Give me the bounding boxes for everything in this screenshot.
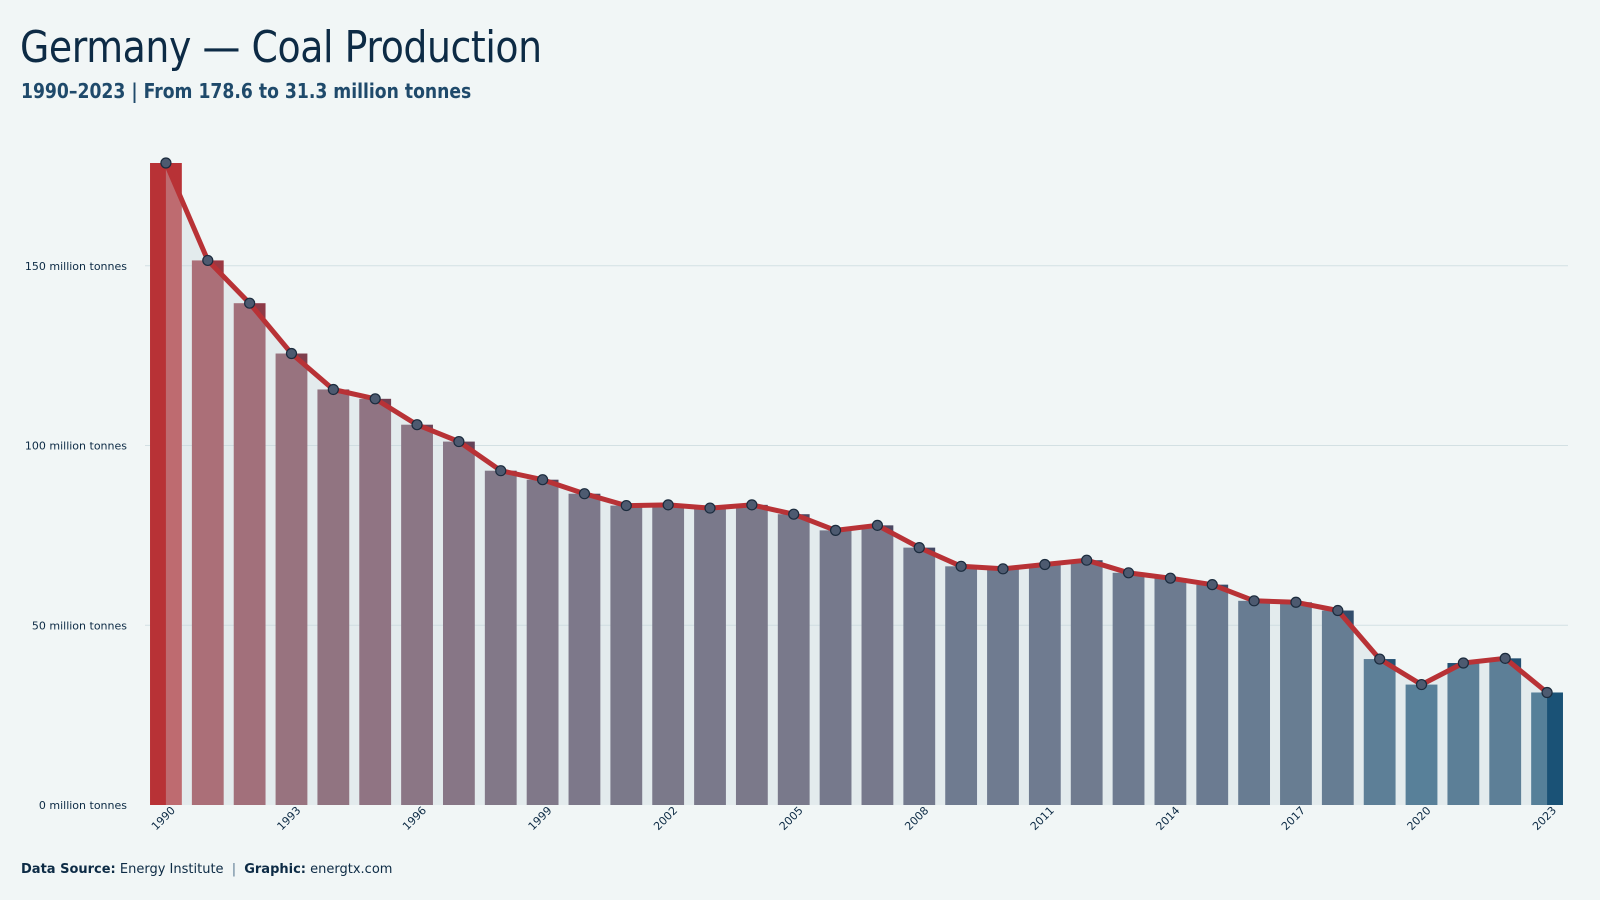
data-point <box>1039 558 1051 571</box>
bar <box>987 568 1019 805</box>
bar <box>1154 578 1187 805</box>
data-point <box>1290 596 1302 608</box>
bar <box>861 525 894 805</box>
data-point <box>1415 678 1428 691</box>
bars <box>150 163 1563 806</box>
x-tick-label: 2014 <box>1153 804 1182 833</box>
source-value: Energy Institute <box>119 862 224 877</box>
x-tick-label: 1999 <box>526 804 555 833</box>
bar <box>1280 602 1312 805</box>
data-point <box>620 499 632 512</box>
data-point <box>285 347 298 360</box>
data-point <box>1332 604 1344 617</box>
x-tick-label: 2011 <box>1028 804 1057 833</box>
bar <box>150 163 182 806</box>
x-tick-label: 2020 <box>1405 804 1434 833</box>
graphic-label: Graphic: <box>244 862 306 877</box>
bar <box>568 493 601 805</box>
x-axis-labels: 1990 1993 1996 1999 2002 2005 2008 2011 2014 2017… <box>149 804 1559 833</box>
data-point <box>537 474 549 486</box>
data-point <box>997 563 1009 575</box>
data-point <box>369 393 381 405</box>
chart-title: Germany — Coal Production <box>20 22 542 73</box>
data-point <box>453 435 465 448</box>
bar <box>442 441 475 805</box>
bar <box>191 260 224 805</box>
data-point <box>1457 657 1469 669</box>
y-tick-label: 0 million tonnes <box>39 799 127 812</box>
data-point <box>1081 554 1093 566</box>
x-tick-label: 1996 <box>400 804 429 833</box>
bar <box>1238 600 1271 805</box>
markers <box>160 157 1553 699</box>
data-point <box>746 499 758 511</box>
data-point <box>829 524 842 536</box>
chart-subtitle: 1990–2023 | From 178.6 to 31.3 million t… <box>21 79 472 103</box>
bar <box>945 566 978 805</box>
data-point <box>788 508 800 520</box>
bar <box>317 389 350 805</box>
bar <box>610 505 643 805</box>
bar <box>484 470 517 805</box>
data-point <box>1164 572 1176 584</box>
data-point <box>411 419 423 431</box>
bar <box>1489 658 1522 805</box>
source-label: Data Source: <box>21 862 116 877</box>
x-tick-label: 2017 <box>1279 804 1308 833</box>
bar <box>777 514 810 805</box>
bar <box>1321 610 1354 805</box>
bar <box>275 353 308 805</box>
data-point <box>160 157 172 169</box>
data-point <box>244 297 256 309</box>
data-point <box>913 542 925 554</box>
area-fill <box>165 163 1548 805</box>
data-point <box>1499 652 1511 664</box>
bar <box>735 504 768 805</box>
bar <box>1447 663 1480 805</box>
y-tick-label: 100 million tonnes <box>25 440 127 453</box>
x-tick-label: 2002 <box>651 804 680 833</box>
bar <box>233 303 266 805</box>
y-tick-label: 150 million tonnes <box>25 260 127 273</box>
data-point <box>327 383 339 396</box>
data-point <box>1122 567 1135 579</box>
data-point <box>1206 579 1218 591</box>
x-tick-label: 2008 <box>902 804 931 833</box>
data-point <box>495 465 507 477</box>
footer-separator: | <box>231 862 237 877</box>
bar <box>1531 692 1563 805</box>
bar <box>1028 564 1061 805</box>
x-tick-label: 2023 <box>1530 804 1559 833</box>
data-point <box>1541 686 1553 699</box>
y-axis-labels: 0 million tonnes 50 million tonnes 100 mil… <box>25 260 127 812</box>
data-point <box>662 499 674 511</box>
y-tick-label: 50 million tonnes <box>32 619 127 632</box>
bar <box>1363 659 1396 805</box>
bar <box>359 398 392 805</box>
data-point <box>955 560 967 572</box>
bar <box>526 479 559 805</box>
x-tick-label: 2005 <box>777 804 806 833</box>
footer: Data Source: Energy Institute | Graphic:… <box>21 862 392 877</box>
graphic-value: energtx.com <box>310 862 393 877</box>
data-point <box>202 254 214 267</box>
bar <box>401 424 433 805</box>
data-point <box>1248 595 1260 607</box>
x-tick-label: 1990 <box>149 804 178 833</box>
bar <box>1112 572 1145 805</box>
bar <box>1196 584 1229 805</box>
bar <box>903 547 936 805</box>
bar <box>819 530 852 805</box>
bar <box>1070 560 1103 805</box>
data-point <box>1374 653 1386 665</box>
data-point <box>704 502 716 514</box>
bar <box>652 504 685 805</box>
trend-line <box>163 160 1550 695</box>
data-point <box>871 519 884 531</box>
bar <box>694 508 726 805</box>
x-tick-label: 1993 <box>275 804 304 833</box>
bar <box>1405 684 1438 805</box>
data-point <box>578 488 591 500</box>
